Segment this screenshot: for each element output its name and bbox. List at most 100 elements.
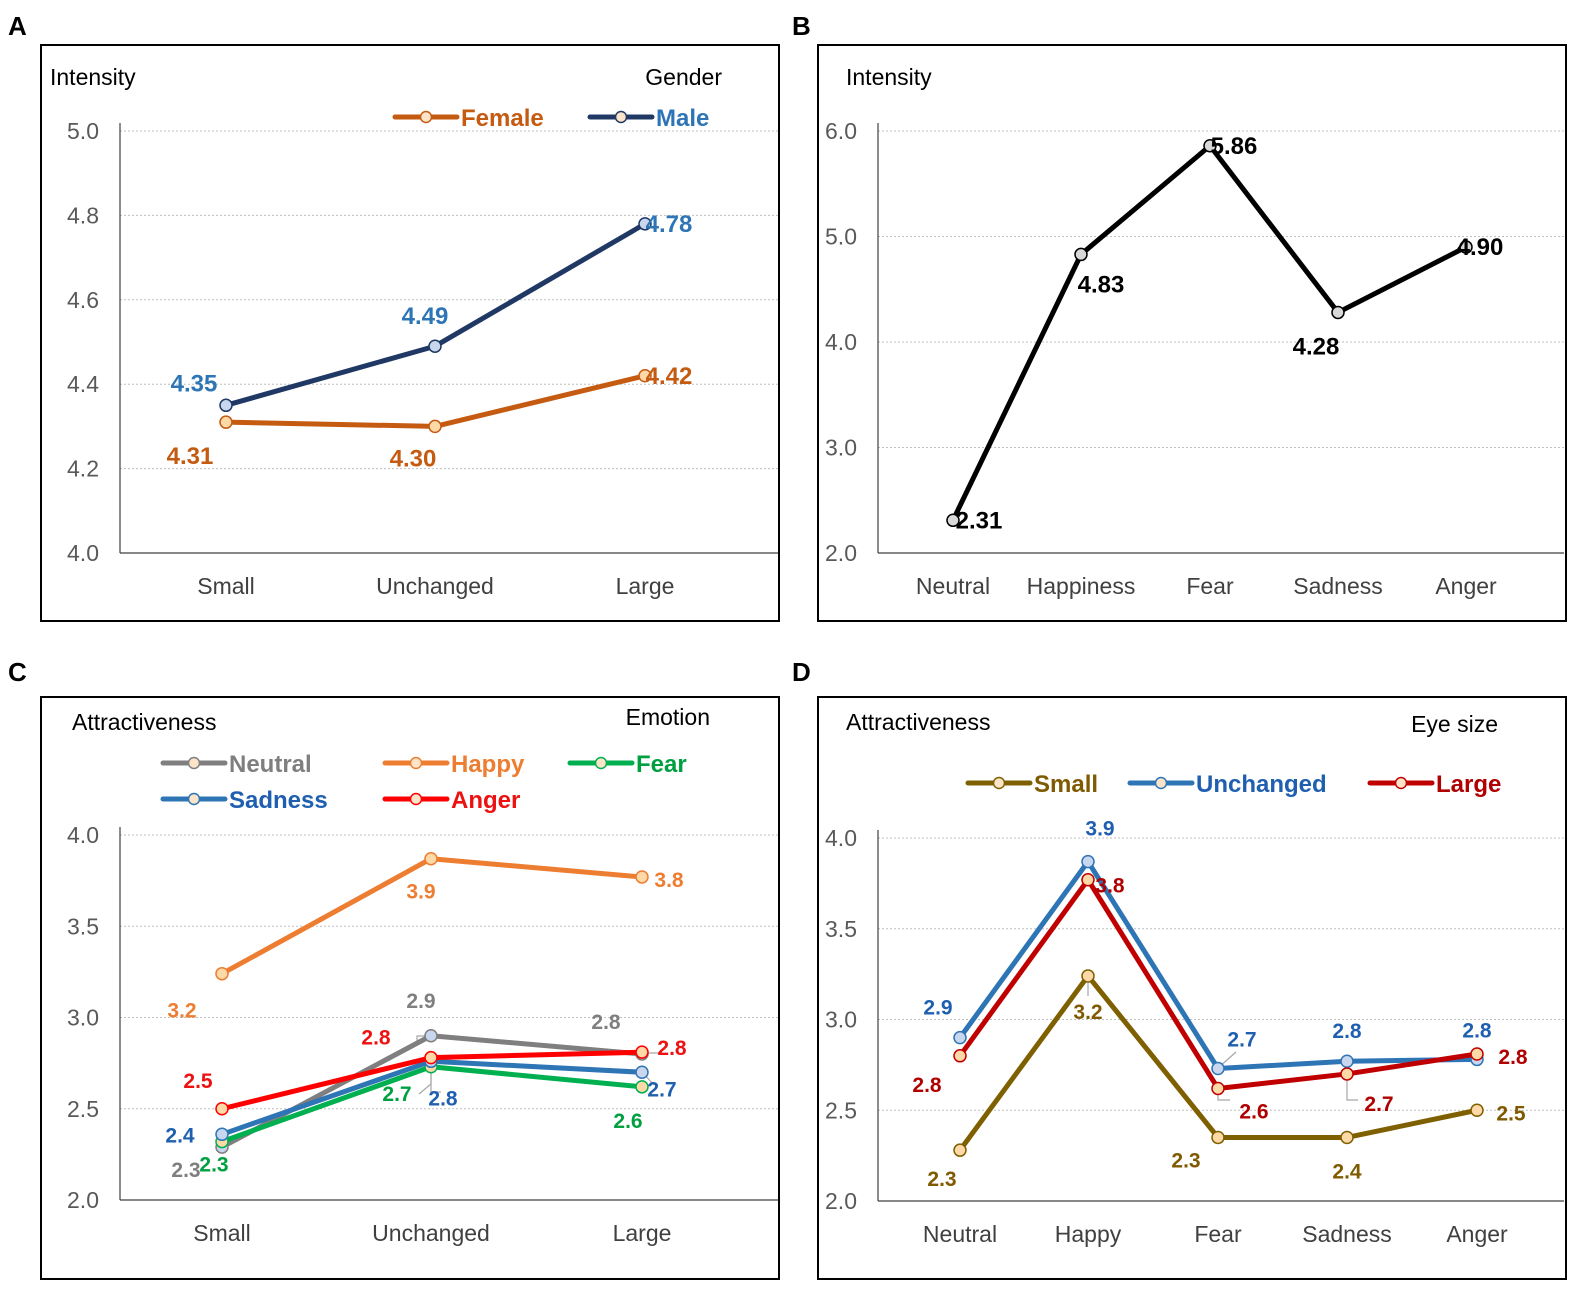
data-point (1331, 305, 1345, 320)
data-label: 5.86 (1211, 133, 1258, 160)
panel-letter-b: B (792, 11, 811, 41)
y-axis-title: Attractiveness (72, 709, 216, 735)
data-label: 2.7 (1227, 1029, 1256, 1052)
legend-entry: Small (965, 771, 1098, 798)
y-tick-label: 2.5 (825, 1097, 857, 1123)
legend-swatch-marker (409, 756, 423, 770)
x-tick-label: Unchanged (372, 1220, 490, 1246)
data-point (1081, 854, 1095, 869)
legend-swatch-marker (419, 110, 433, 124)
data-label: 2.3 (171, 1159, 200, 1182)
data-point (424, 1029, 438, 1043)
legend-swatch-marker (1154, 776, 1168, 790)
x-tick-label: Anger (1435, 573, 1497, 599)
data-point (638, 217, 652, 231)
x-tick-label: Sadness (1302, 1221, 1392, 1247)
data-point (424, 1050, 438, 1065)
data-label: 3.8 (1095, 875, 1125, 898)
legend-entry: Neutral (160, 751, 312, 778)
data-point (1459, 240, 1473, 254)
panel-a-frame (40, 44, 780, 622)
legend-label: Male (656, 105, 709, 132)
data-point (215, 966, 229, 981)
y-tick-label: 4.0 (67, 822, 99, 848)
legend-entry: Anger (382, 787, 520, 814)
series-line (223, 373, 648, 429)
data-label: 3.2 (167, 1000, 196, 1023)
series-intensity: 2.31 4.83 5.86 4.28 4.90 (946, 133, 1504, 534)
y-tick-label: 2.5 (67, 1096, 99, 1122)
series-male: 4.35 4.49 4.78 (171, 211, 693, 413)
data-point (1081, 872, 1095, 887)
legend-label: Large (1436, 771, 1501, 798)
data-label: 2.5 (1496, 1102, 1526, 1125)
data-label: 2.7 (647, 1078, 676, 1101)
y-tick-label: 2.0 (825, 1188, 857, 1214)
data-point (1211, 1130, 1225, 1145)
legend-title: Gender (645, 64, 722, 90)
data-point (1340, 1130, 1354, 1145)
data-label: 2.9 (406, 990, 435, 1013)
data-label: 4.78 (646, 211, 693, 238)
data-label: 2.5 (183, 1070, 213, 1093)
legend-title: Emotion (626, 704, 710, 730)
y-tick-label: 4.0 (67, 540, 99, 566)
legend-swatch-marker (614, 110, 628, 124)
y-tick-label: 3.0 (825, 435, 857, 461)
data-label: 2.4 (165, 1124, 195, 1147)
data-label: 2.7 (382, 1083, 411, 1106)
data-point (1074, 247, 1088, 262)
y-tick-label: 6.0 (825, 118, 857, 144)
data-point (1081, 969, 1095, 983)
data-label: 4.35 (171, 370, 218, 397)
chart-panel-a: Intensity Gender 4.0 4.2 4.4 4.6 4.8 5.0 Small Un… (50, 64, 778, 599)
legend-swatch-marker (409, 792, 423, 806)
panel-letter-c: C (8, 657, 27, 687)
legend-entry: Fear (567, 751, 687, 778)
legend-label: Sadness (229, 787, 328, 814)
data-label: 4.28 (1293, 333, 1340, 360)
data-point (424, 851, 438, 866)
y-tick-label: 4.2 (67, 456, 99, 482)
legend-entry: Sadness (160, 787, 328, 814)
series-line (219, 856, 645, 977)
data-point (635, 1045, 649, 1059)
data-label: 2.7 (1364, 1093, 1393, 1116)
data-point (428, 339, 442, 353)
y-tick-label: 2.0 (825, 540, 857, 566)
legend-label: Anger (451, 787, 520, 814)
x-tick-label: Neutral (916, 573, 990, 599)
legend-swatch-marker (187, 792, 201, 806)
data-point (635, 1080, 649, 1094)
data-point (638, 369, 652, 383)
y-tick-label: 4.0 (825, 329, 857, 355)
legend-swatch-marker (594, 756, 608, 770)
x-tick-label: Small (197, 573, 255, 599)
legend-label: Fear (636, 751, 687, 778)
legend-label: Happy (451, 751, 525, 778)
data-point (1211, 1061, 1225, 1076)
data-label: 2.8 (657, 1037, 687, 1060)
panel-b-frame (817, 44, 1567, 622)
leader-line (1346, 1073, 1358, 1101)
y-tick-label: 4.0 (825, 825, 857, 851)
data-label: 4.90 (1457, 234, 1504, 261)
data-point (635, 1065, 649, 1079)
chart-panel-c: Attractiveness Emotion 2.0 2.5 3.0 3.5 4.0 Smal… (67, 704, 778, 1246)
data-label: 2.4 (1332, 1160, 1362, 1183)
data-point (219, 415, 233, 429)
x-tick-label: Anger (1446, 1221, 1508, 1247)
legend-entry: Male (587, 105, 709, 132)
data-point (946, 513, 960, 528)
series-small: 2.3 3.2 2.3 2.4 2.5 (927, 969, 1526, 1191)
data-label: 3.2 (1073, 1001, 1102, 1024)
chart-panel-d: Attractiveness Eye size 2.0 2.5 3.0 3.5 4.0 Neu… (825, 709, 1564, 1247)
panel-letter-d: D (792, 657, 811, 687)
data-point (219, 398, 233, 413)
y-axis-title: Attractiveness (846, 709, 990, 735)
legend-title: Eye size (1411, 711, 1498, 737)
data-label: 2.6 (613, 1110, 642, 1133)
leader-line (430, 1072, 441, 1093)
legend-label: Neutral (229, 751, 312, 778)
